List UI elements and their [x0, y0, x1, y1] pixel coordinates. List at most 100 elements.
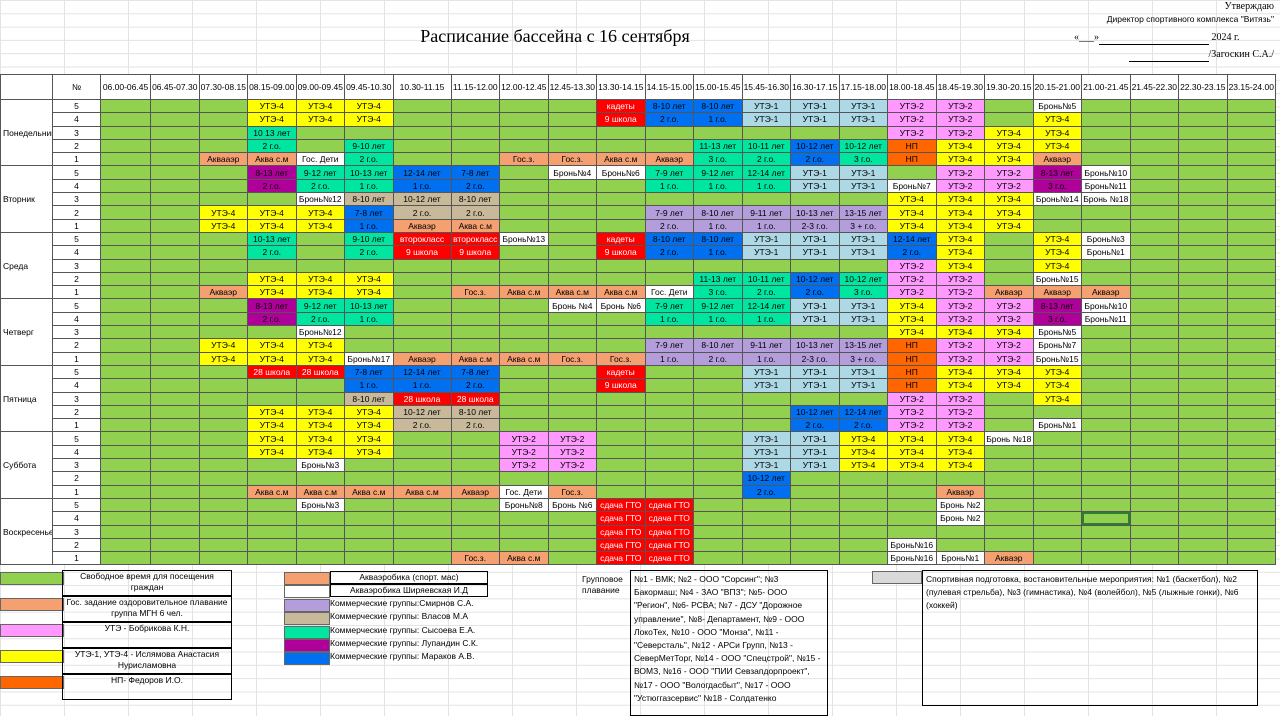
- schedule-cell[interactable]: [1081, 351, 1131, 366]
- schedule-cell[interactable]: 10-13 лет: [247, 231, 297, 247]
- schedule-cell[interactable]: 13-15 лет: [838, 205, 888, 220]
- schedule-cell[interactable]: [838, 391, 888, 406]
- schedule-cell[interactable]: [1178, 152, 1228, 167]
- schedule-cell[interactable]: 8-10 лет: [693, 205, 743, 220]
- schedule-cell[interactable]: [499, 524, 549, 539]
- schedule-cell[interactable]: Бронь №6: [547, 497, 597, 513]
- schedule-cell[interactable]: [100, 112, 151, 127]
- schedule-cell[interactable]: [150, 497, 200, 513]
- schedule-cell[interactable]: [1129, 125, 1179, 140]
- schedule-cell[interactable]: Аква с.м: [499, 285, 549, 300]
- schedule-cell[interactable]: 8-10 лет: [644, 98, 694, 114]
- schedule-cell[interactable]: 10-13 лет: [344, 165, 394, 180]
- schedule-cell[interactable]: 3 г.о.: [693, 285, 743, 300]
- schedule-cell[interactable]: Бронь№11: [1081, 311, 1131, 327]
- schedule-cell[interactable]: УТЭ-1: [741, 231, 791, 247]
- schedule-cell[interactable]: [100, 231, 151, 247]
- schedule-cell[interactable]: НП: [887, 338, 937, 353]
- schedule-cell[interactable]: [547, 551, 597, 566]
- schedule-cell[interactable]: 12-14 лет: [392, 364, 452, 380]
- schedule-cell[interactable]: УТЭ-4: [295, 444, 345, 460]
- schedule-cell[interactable]: [150, 152, 200, 167]
- schedule-cell[interactable]: [198, 192, 248, 207]
- schedule-cell[interactable]: Бронь№10: [1081, 165, 1131, 180]
- schedule-cell[interactable]: [100, 444, 151, 460]
- schedule-cell[interactable]: УТЭ-4: [295, 351, 345, 366]
- schedule-cell[interactable]: [1226, 418, 1276, 433]
- schedule-cell[interactable]: [100, 338, 151, 353]
- schedule-cell[interactable]: [150, 112, 200, 127]
- schedule-cell[interactable]: 9-12 лет: [693, 165, 743, 180]
- schedule-cell[interactable]: [150, 351, 200, 366]
- schedule-cell[interactable]: НП: [887, 138, 937, 154]
- schedule-cell[interactable]: [1226, 551, 1276, 566]
- schedule-cell[interactable]: УТЭ-4: [935, 245, 985, 260]
- schedule-cell[interactable]: 1 г.о.: [741, 218, 791, 233]
- schedule-cell[interactable]: УТЭ-4: [247, 271, 297, 287]
- schedule-cell[interactable]: [499, 404, 549, 420]
- schedule-cell[interactable]: Бронь№8: [499, 497, 549, 513]
- schedule-cell[interactable]: УТЭ-2: [547, 431, 597, 446]
- schedule-cell[interactable]: [887, 511, 937, 526]
- schedule-cell[interactable]: 8-13 лет: [247, 165, 297, 180]
- schedule-cell[interactable]: [1129, 418, 1179, 433]
- schedule-cell[interactable]: УТЭ-1: [741, 112, 791, 127]
- schedule-cell[interactable]: УТЭ-4: [344, 418, 394, 433]
- schedule-cell[interactable]: [1178, 271, 1228, 287]
- schedule-cell[interactable]: 2 г.о.: [450, 418, 500, 433]
- schedule-cell[interactable]: УТЭ-1: [790, 98, 840, 114]
- schedule-cell[interactable]: [100, 431, 151, 446]
- schedule-cell[interactable]: [295, 138, 345, 154]
- schedule-cell[interactable]: [838, 484, 888, 499]
- schedule-cell[interactable]: 1 г.о.: [392, 378, 452, 393]
- schedule-cell[interactable]: [392, 138, 452, 154]
- schedule-cell[interactable]: УТЭ-1: [838, 165, 888, 180]
- schedule-cell[interactable]: УТЭ-4: [247, 218, 297, 233]
- schedule-cell[interactable]: Бронь№15: [1032, 271, 1082, 287]
- schedule-cell[interactable]: [1226, 112, 1276, 127]
- schedule-cell[interactable]: [1226, 125, 1276, 140]
- schedule-cell[interactable]: [1081, 271, 1131, 287]
- schedule-cell[interactable]: 9 школа: [596, 245, 646, 260]
- schedule-cell[interactable]: УТЭ-4: [935, 192, 985, 207]
- schedule-cell[interactable]: [499, 298, 549, 313]
- schedule-cell[interactable]: [1081, 458, 1131, 473]
- schedule-cell[interactable]: [547, 178, 597, 194]
- schedule-cell[interactable]: [499, 471, 549, 486]
- schedule-cell[interactable]: [1178, 205, 1228, 220]
- schedule-cell[interactable]: [693, 511, 743, 526]
- schedule-cell[interactable]: 2 г.о.: [450, 378, 500, 393]
- schedule-cell[interactable]: УТЭ-4: [984, 192, 1034, 207]
- schedule-cell[interactable]: [150, 364, 200, 380]
- schedule-cell[interactable]: Бронь №4: [547, 298, 597, 313]
- schedule-cell[interactable]: [198, 391, 248, 406]
- schedule-cell[interactable]: УТЭ-4: [344, 404, 394, 420]
- schedule-cell[interactable]: УТЭ-2: [935, 351, 985, 366]
- schedule-cell[interactable]: Аква с.м: [392, 484, 452, 499]
- schedule-cell[interactable]: Бронь№12: [295, 325, 345, 340]
- schedule-cell[interactable]: УТЭ-4: [247, 98, 297, 114]
- schedule-cell[interactable]: Бронь№4: [547, 165, 597, 180]
- schedule-cell[interactable]: УТЭ-1: [838, 178, 888, 194]
- schedule-cell[interactable]: [741, 404, 791, 420]
- schedule-cell[interactable]: УТЭ-4: [1032, 364, 1082, 380]
- schedule-cell[interactable]: 2 г.о.: [790, 152, 840, 167]
- schedule-cell[interactable]: УТЭ-4: [247, 418, 297, 433]
- schedule-cell[interactable]: [295, 125, 345, 140]
- schedule-cell[interactable]: Аква с.м: [247, 152, 297, 167]
- schedule-cell[interactable]: УТЭ-2: [887, 418, 937, 433]
- schedule-cell[interactable]: [100, 378, 151, 393]
- schedule-cell[interactable]: [1032, 471, 1082, 486]
- schedule-cell[interactable]: [596, 178, 646, 194]
- schedule-cell[interactable]: УТЭ-4: [984, 205, 1034, 220]
- schedule-cell[interactable]: [392, 338, 452, 353]
- schedule-cell[interactable]: [790, 524, 840, 539]
- schedule-cell[interactable]: [1178, 537, 1228, 553]
- schedule-cell[interactable]: [1178, 138, 1228, 154]
- schedule-cell[interactable]: [450, 298, 500, 313]
- schedule-cell[interactable]: [100, 511, 151, 526]
- schedule-cell[interactable]: [450, 98, 500, 114]
- schedule-cell[interactable]: УТЭ-1: [790, 364, 840, 380]
- schedule-cell[interactable]: [1226, 311, 1276, 327]
- schedule-cell[interactable]: [644, 192, 694, 207]
